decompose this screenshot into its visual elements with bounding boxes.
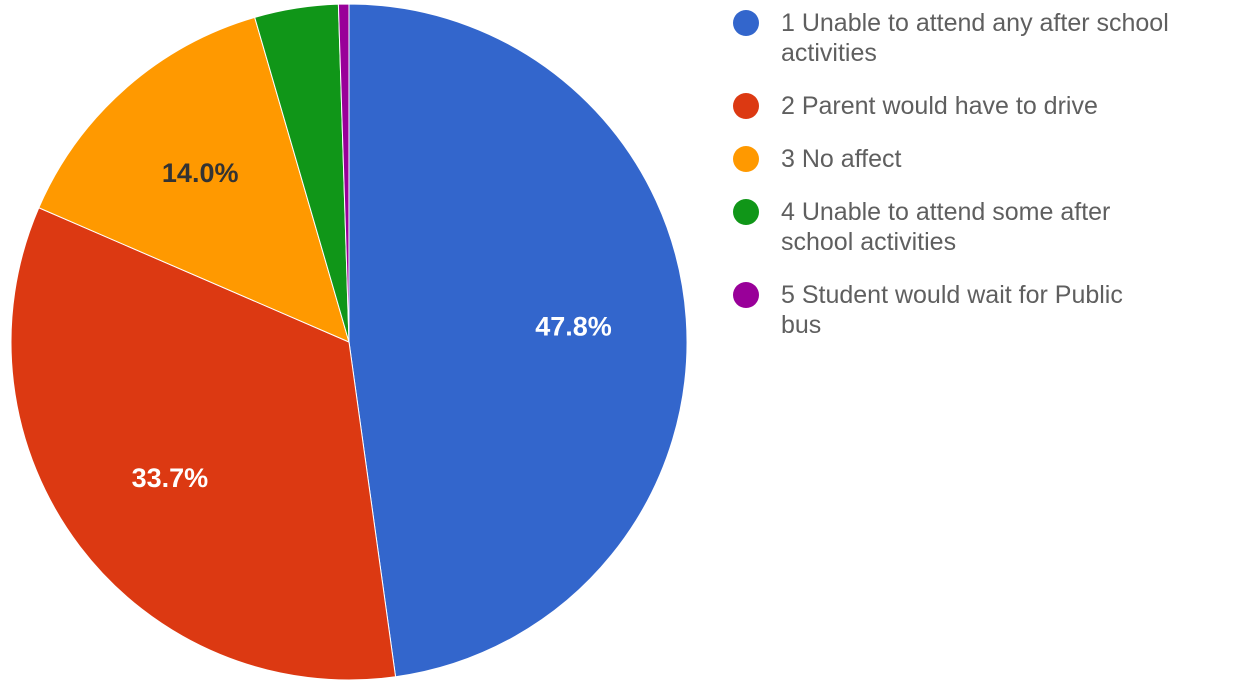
legend-swatch-2 bbox=[733, 93, 759, 119]
legend-label-4-line2: school activities bbox=[781, 228, 957, 256]
legend-item-2[interactable]: 2 Parent would have to drive bbox=[733, 91, 1248, 121]
legend-item-1[interactable]: 1 Unable to attend any after school acti… bbox=[733, 8, 1248, 68]
legend-swatch-3 bbox=[733, 146, 759, 172]
pie-slice-3[interactable] bbox=[38, 16, 350, 343]
legend: 1 Unable to attend any after school acti… bbox=[733, 8, 1248, 340]
legend-item-4[interactable]: 4 Unable to attend some after school act… bbox=[733, 197, 1248, 257]
pie-slices bbox=[10, 3, 688, 681]
legend-swatch-4 bbox=[733, 199, 759, 225]
legend-label-4-line1: 4 Unable to attend some after bbox=[781, 198, 1111, 226]
legend-item-3[interactable]: 3 No affect bbox=[733, 144, 1248, 174]
pie-slice-5[interactable] bbox=[337, 3, 350, 343]
pie-slice-1[interactable] bbox=[348, 3, 688, 678]
legend-swatch-1 bbox=[733, 10, 759, 36]
pie-plot-area: 47.8% 33.7% 14.0% bbox=[10, 3, 688, 681]
legend-label-2-line1: 2 Parent would have to drive bbox=[781, 92, 1098, 120]
legend-swatch-5 bbox=[733, 282, 759, 308]
pie-slice-label-3: 14.0% bbox=[162, 158, 239, 188]
pie-slice-2[interactable] bbox=[10, 207, 397, 681]
pie-slice-labels: 47.8% 33.7% 14.0% bbox=[132, 158, 612, 493]
legend-label-3-line1: 3 No affect bbox=[781, 145, 902, 173]
pie-slice-label-1: 47.8% bbox=[535, 312, 612, 342]
legend-label-1-line2: activities bbox=[781, 39, 877, 67]
legend-label-1-line1: 1 Unable to attend any after school bbox=[781, 9, 1169, 37]
legend-item-5[interactable]: 5 Student would wait for Public bus bbox=[733, 280, 1248, 340]
legend-label-5-line2: bus bbox=[781, 311, 822, 339]
legend-label-5-line1: 5 Student would wait for Public bbox=[781, 281, 1123, 309]
pie-slice-label-2: 33.7% bbox=[132, 463, 209, 493]
